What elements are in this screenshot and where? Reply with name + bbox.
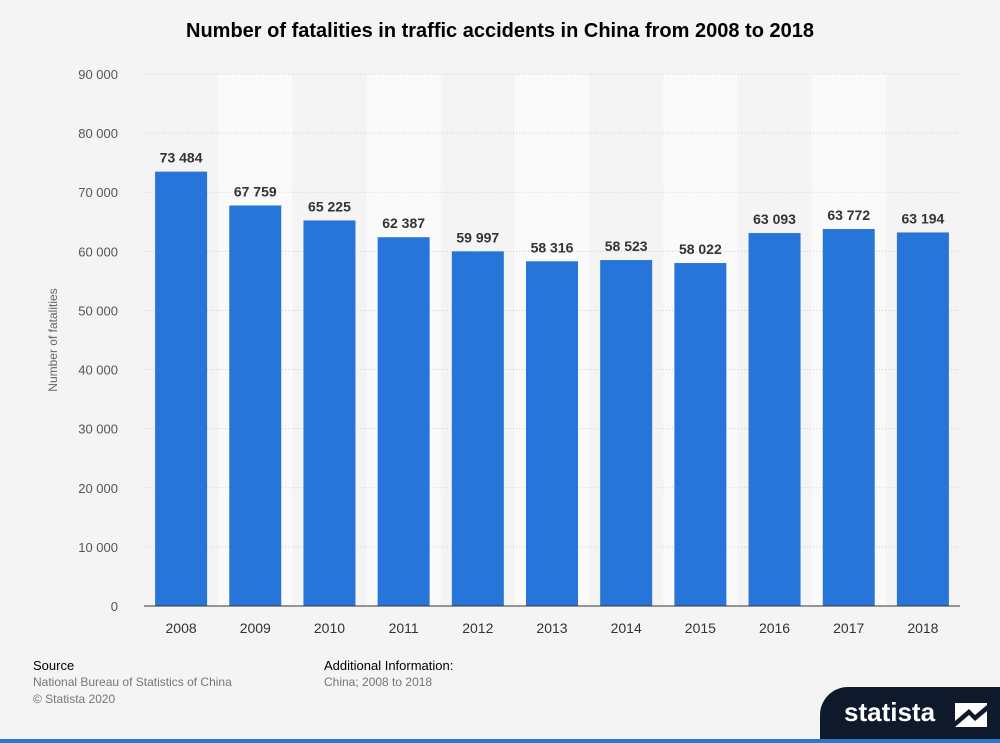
bar[interactable] — [377, 237, 430, 606]
bar[interactable] — [526, 261, 578, 606]
copyright-text: © Statista 2020 — [33, 692, 116, 706]
bar-chart: 0 10 000 20 000 30 000 40 000 50 000 60 000 70 … — [46, 67, 960, 636]
bar[interactable] — [674, 263, 727, 606]
x-tick-label: 2018 — [907, 620, 938, 636]
bars — [155, 171, 949, 606]
x-tick-label: 2010 — [314, 620, 345, 636]
x-tick-label: 2008 — [166, 620, 197, 636]
value-label: 73 484 — [160, 150, 203, 166]
value-label: 59 997 — [456, 229, 499, 245]
bar[interactable] — [451, 251, 504, 606]
x-axis-ticks: 2008 2009 2010 2011 2012 2013 2014 2015 2016 2017… — [166, 620, 939, 636]
x-tick-label: 2017 — [833, 620, 864, 636]
y-tick-label: 20 000 — [78, 481, 118, 496]
y-axis-ticks: 0 10 000 20 000 30 000 40 000 50 000 60 000 70 … — [78, 67, 118, 614]
statista-logo-text: statista — [844, 697, 936, 727]
value-label: 62 387 — [382, 215, 425, 231]
y-tick-label: 40 000 — [78, 363, 118, 378]
statista-logo[interactable]: statista — [820, 687, 1000, 743]
y-tick-label: 30 000 — [78, 422, 118, 437]
value-label: 63 772 — [827, 207, 870, 223]
additional-info-text: China; 2008 to 2018 — [324, 675, 433, 689]
y-tick-label: 50 000 — [78, 303, 118, 318]
value-label: 58 316 — [531, 239, 574, 255]
y-tick-label: 80 000 — [78, 126, 118, 141]
bar[interactable] — [822, 229, 875, 606]
y-tick-label: 70 000 — [78, 185, 118, 200]
x-tick-label: 2013 — [536, 620, 567, 636]
bar[interactable] — [229, 205, 282, 606]
x-tick-label: 2012 — [462, 620, 493, 636]
y-tick-label: 60 000 — [78, 244, 118, 259]
statista-logo-icon — [955, 703, 987, 727]
value-label: 63 093 — [753, 211, 796, 227]
x-tick-label: 2011 — [389, 620, 419, 636]
value-label: 65 225 — [308, 198, 351, 214]
bar[interactable] — [896, 232, 949, 606]
bar[interactable] — [155, 171, 208, 606]
bottom-accent-bar — [0, 739, 1000, 743]
source-heading: Source — [33, 658, 75, 673]
x-tick-label: 2014 — [611, 620, 642, 636]
y-tick-label: 10 000 — [78, 540, 118, 555]
y-tick-label: 0 — [111, 599, 118, 614]
bar[interactable] — [303, 220, 356, 606]
bar[interactable] — [748, 233, 801, 606]
additional-info-heading: Additional Information: — [324, 658, 454, 673]
bar[interactable] — [600, 260, 653, 606]
x-tick-label: 2016 — [759, 620, 790, 636]
y-axis-label: Number of fatalities — [46, 288, 60, 391]
value-label: 58 523 — [605, 238, 648, 254]
x-tick-label: 2009 — [240, 620, 271, 636]
source-block: Source National Bureau of Statistics of … — [33, 657, 232, 708]
x-tick-label: 2015 — [685, 620, 716, 636]
value-label: 58 022 — [679, 241, 722, 257]
additional-info-block: Additional Information: China; 2008 to 2… — [324, 657, 453, 691]
value-label: 63 194 — [901, 210, 944, 226]
value-label: 67 759 — [234, 183, 277, 199]
value-labels: 73 484 67 759 65 225 62 387 59 997 58 316 58 5… — [160, 150, 945, 257]
y-tick-label: 90 000 — [78, 67, 118, 82]
source-text: National Bureau of Statistics of China — [33, 675, 232, 689]
chart-title: Number of fatalities in traffic accident… — [186, 20, 814, 42]
